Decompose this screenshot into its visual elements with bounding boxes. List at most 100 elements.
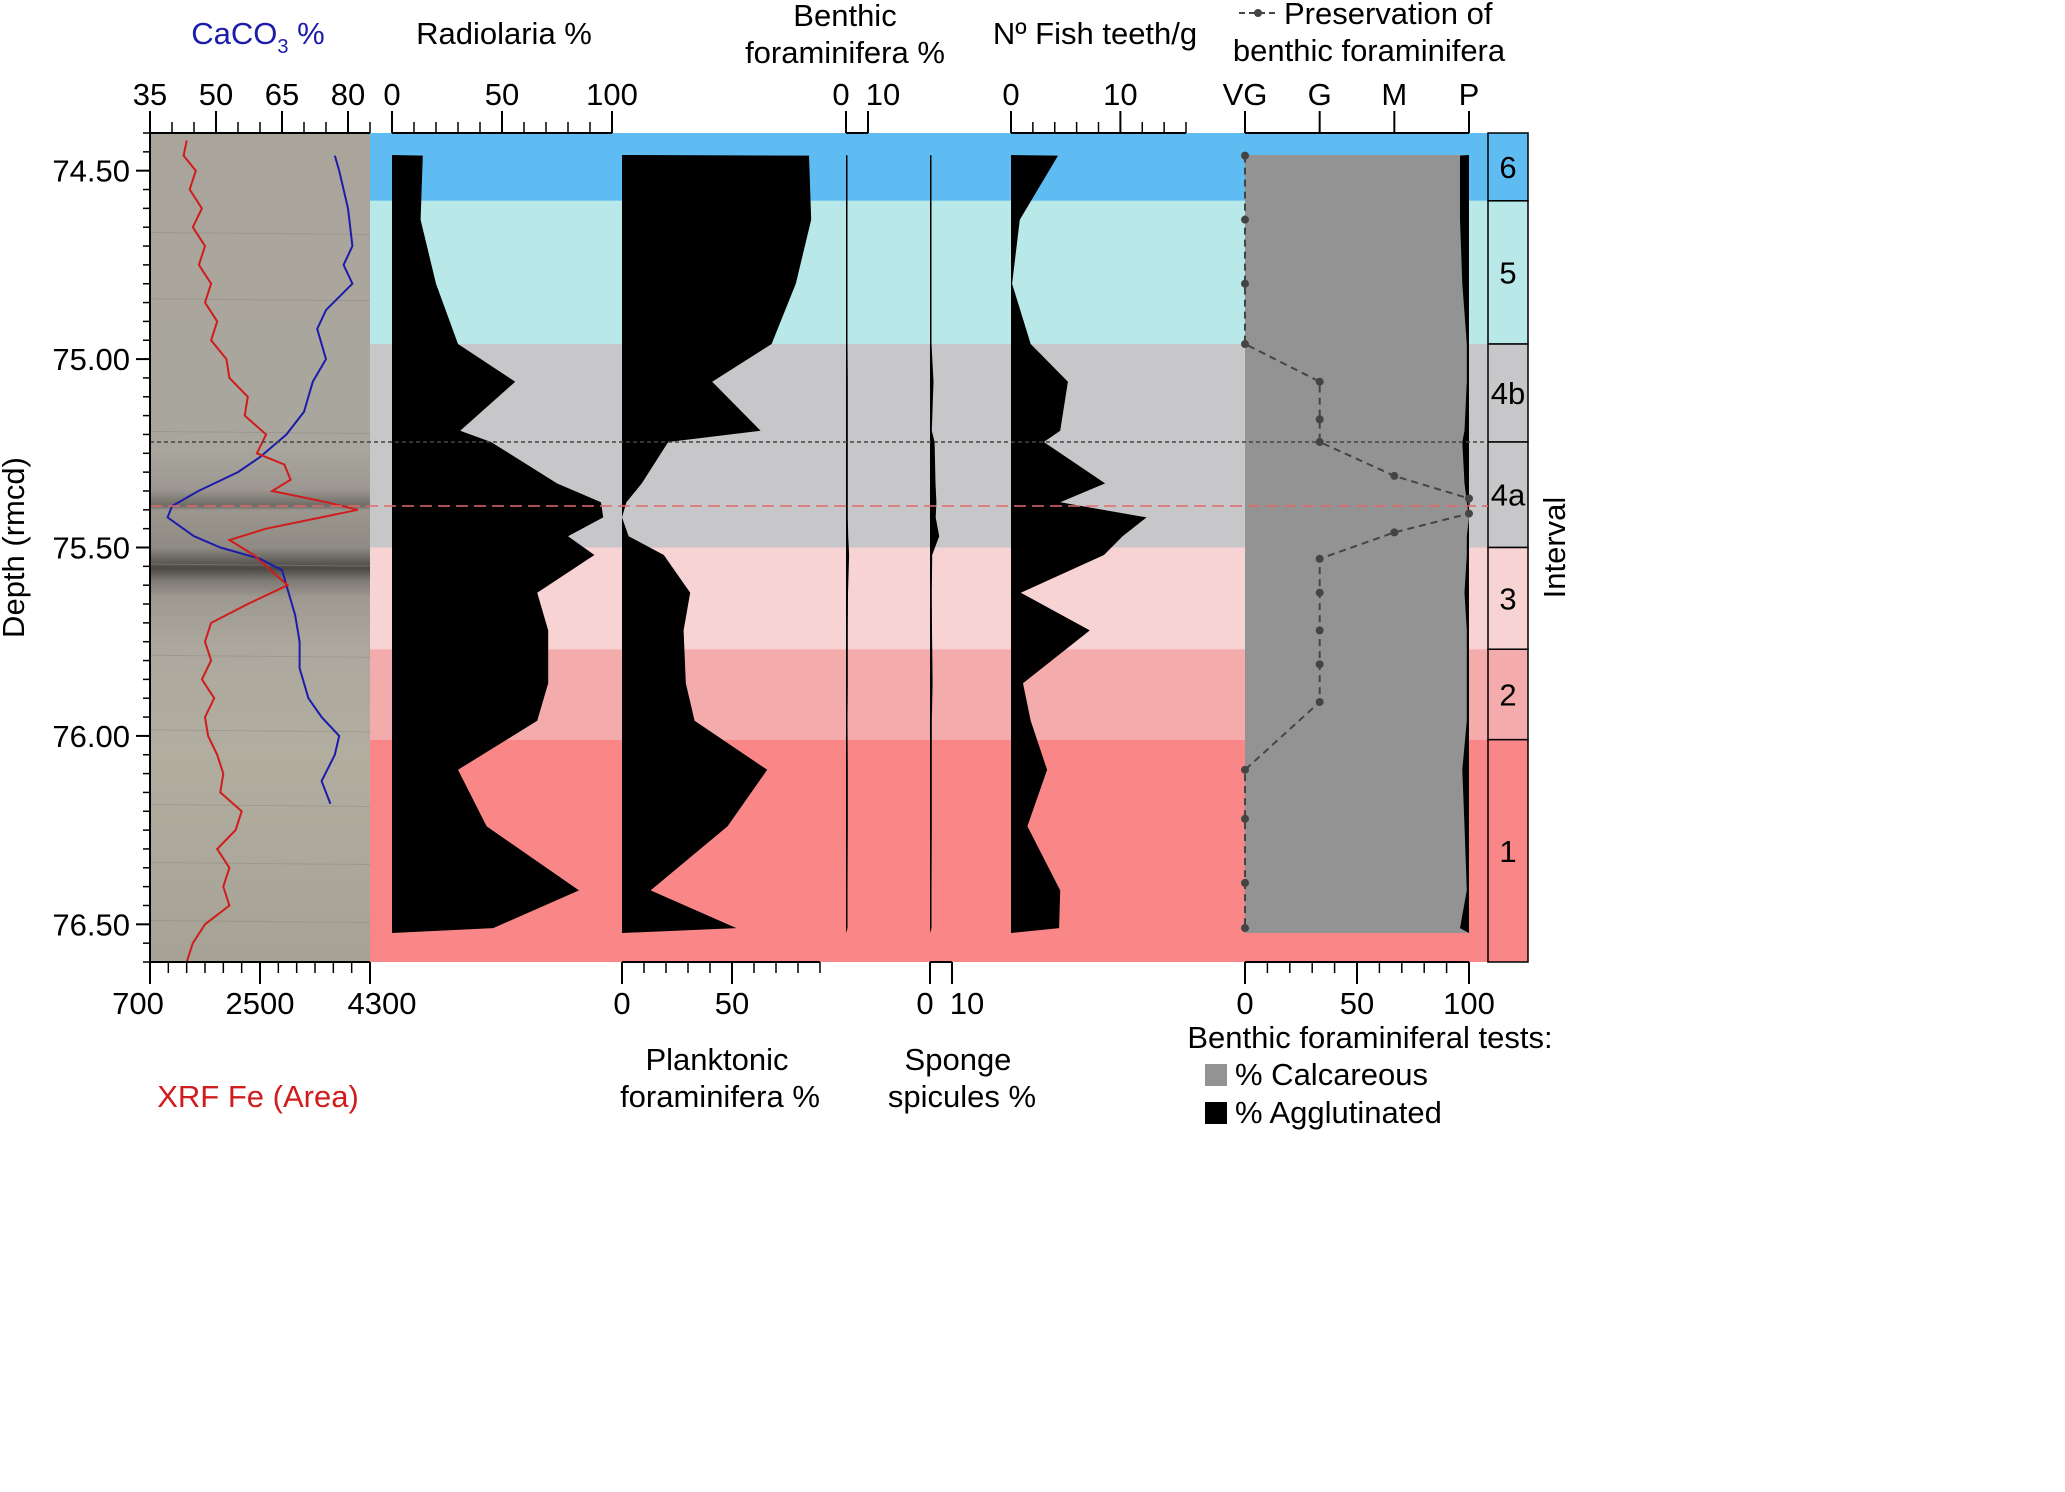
- legend-swatch: [1205, 1102, 1227, 1124]
- caco3-title: CaCO3 %: [191, 16, 324, 58]
- core-lamina: [149, 729, 371, 733]
- core-lamina: [149, 231, 371, 235]
- core-photo: [150, 133, 370, 962]
- depth-tick-label: 76.00: [52, 719, 130, 754]
- sponge-title-line2: spicules %: [888, 1079, 1036, 1114]
- planktonic-axis-tick-label: 0: [613, 986, 630, 1021]
- sponge-profile: [930, 155, 940, 933]
- interval-box-5: [1487, 200, 1529, 345]
- caco3-axis-tick-label: 65: [265, 77, 299, 112]
- preservation-point: [1315, 377, 1324, 386]
- preservation-point: [1241, 878, 1249, 887]
- preservation-point: [1465, 509, 1473, 518]
- preservation-category-label: VG: [1223, 77, 1268, 112]
- caco3-title-subscript: 3: [277, 36, 288, 58]
- interval-box-1: [1487, 738, 1529, 963]
- fish-axis-tick-label: 10: [1103, 77, 1137, 112]
- preservation-title-line2: benthic foraminifera: [1233, 33, 1506, 68]
- preservation-category-label: P: [1459, 77, 1480, 112]
- interval-box-4a: [1487, 441, 1529, 549]
- interval-label: 3: [1499, 581, 1516, 616]
- preservation-point: [1315, 554, 1324, 563]
- core-lamina: [149, 654, 371, 658]
- radiolaria-profile: [392, 155, 604, 933]
- core-lamina: [149, 563, 371, 567]
- radiolaria-axis-tick-label: 0: [383, 77, 400, 112]
- preservation-point: [1315, 660, 1324, 669]
- preservation-point: [1241, 765, 1249, 774]
- benthic-title-line1: Benthic: [793, 0, 896, 33]
- radiolaria-axis-tick-label: 100: [586, 77, 638, 112]
- preservation-point: [1315, 697, 1324, 706]
- radiolaria-title: Radiolaria %: [416, 16, 592, 51]
- core-lamina: [149, 803, 371, 807]
- caco3-axis-tick-label: 80: [331, 77, 365, 112]
- sponge-title-line1: Sponge: [905, 1042, 1012, 1077]
- benthic-axis-tick-label: 0: [832, 77, 849, 112]
- caco3-title-main: CaCO: [191, 16, 277, 51]
- labels: 654b4a321Interval74.5075.0075.5076.0076.…: [0, 0, 1572, 1130]
- data-series: [150, 140, 1488, 963]
- core-photo-panel: [149, 133, 371, 962]
- benthic-title-line2: foraminifera %: [745, 35, 945, 70]
- preservation-line: [1244, 155, 1470, 929]
- legend-swatch: [1205, 1064, 1227, 1086]
- preservation-point: [1315, 415, 1324, 424]
- fish-axis-tick-label: 0: [1002, 77, 1019, 112]
- agglutinated-area: [1460, 155, 1469, 933]
- tests-axis-tick-label: 0: [1236, 986, 1253, 1021]
- depth-tick-label: 75.50: [52, 531, 130, 566]
- core-lamina: [149, 862, 371, 866]
- fe-axis-tick-label: 700: [112, 986, 164, 1021]
- core-lamina: [149, 920, 371, 924]
- preservation-point: [1465, 494, 1473, 503]
- interval-label: 1: [1499, 834, 1516, 869]
- preservation-legend-dot: [1254, 9, 1262, 17]
- fe-title: XRF Fe (Area): [157, 1079, 359, 1114]
- interval-axis-label: Interval: [1537, 497, 1572, 599]
- interval-box-4b: [1487, 343, 1529, 443]
- fish-teeth-title: Nº Fish teeth/g: [993, 16, 1197, 51]
- depth-tick-label: 75.00: [52, 342, 130, 377]
- interval-label: 6: [1499, 150, 1516, 185]
- planktonic-profile: [622, 155, 812, 933]
- fe-axis-tick-label: 4300: [348, 986, 417, 1021]
- caco3-title-suffix: %: [289, 16, 325, 51]
- depth-tick-label: 74.50: [52, 154, 130, 189]
- tests-axis-tick-label: 50: [1340, 986, 1374, 1021]
- caco3-axis-tick-label: 50: [199, 77, 233, 112]
- depth-tick-label: 76.50: [52, 907, 130, 942]
- radiolaria-axis-tick-label: 50: [485, 77, 519, 112]
- fe-curve: [182, 140, 359, 963]
- sponge-axis-tick-label: 0: [916, 986, 933, 1021]
- depth-axis-title: Depth (rmcd): [0, 457, 31, 638]
- fe-axis-tick-label: 2500: [226, 986, 295, 1021]
- tests-legend-title: Benthic foraminiferal tests:: [1187, 1020, 1552, 1055]
- planktonic-axis-tick-label: 50: [715, 986, 749, 1021]
- interval-box-3: [1487, 546, 1529, 650]
- benthic-axis-tick-label: 10: [866, 77, 900, 112]
- preservation-point: [1241, 924, 1249, 933]
- preservation-point: [1315, 626, 1324, 635]
- core-lamina: [149, 298, 371, 302]
- preservation-point: [1315, 588, 1324, 597]
- preservation-point: [1241, 151, 1249, 160]
- core-lamina: [149, 430, 371, 434]
- preservation-category-label: M: [1381, 77, 1407, 112]
- sponge-axis-tick-label: 10: [950, 986, 984, 1021]
- planktonic-title-line2: foraminifera %: [620, 1079, 820, 1114]
- calcareous-area: [1245, 155, 1469, 933]
- benthic-profile: [846, 155, 850, 933]
- fish-teeth-profile: [1011, 155, 1147, 933]
- interval-label: 4a: [1491, 478, 1526, 513]
- caco3-axis-tick-label: 35: [133, 77, 167, 112]
- planktonic-title-line1: Planktonic: [645, 1042, 788, 1077]
- preservation-point: [1390, 471, 1399, 480]
- tests-axis-tick-label: 100: [1443, 986, 1495, 1021]
- preservation-title-line1: Preservation of: [1284, 0, 1493, 31]
- preservation-category-label: G: [1308, 77, 1332, 112]
- axes: [136, 111, 1470, 984]
- preservation-point: [1241, 215, 1249, 224]
- legend-label: % Calcareous: [1235, 1057, 1428, 1092]
